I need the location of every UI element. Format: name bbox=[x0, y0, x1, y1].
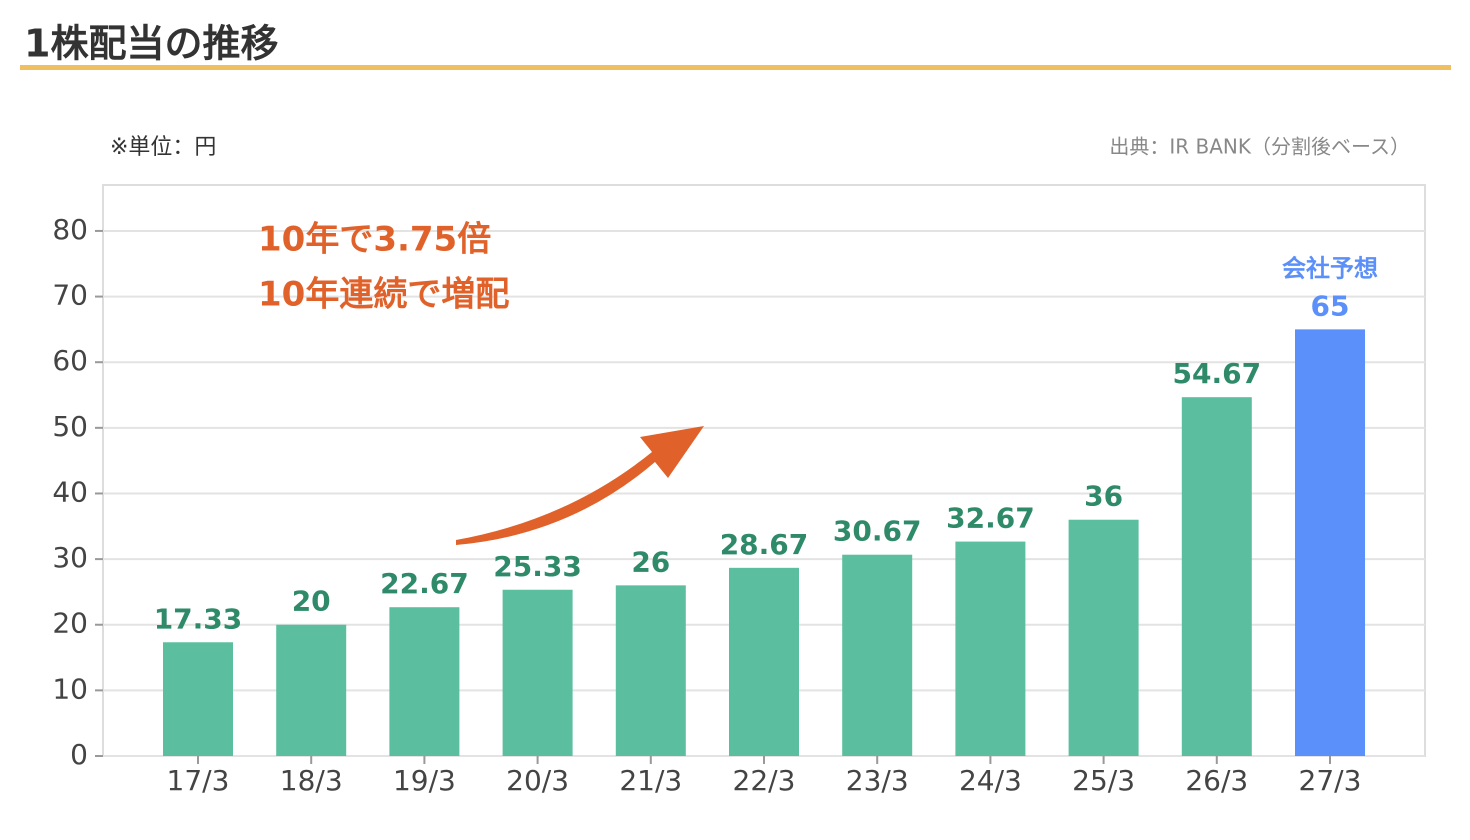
y-tick-label: 10 bbox=[52, 672, 88, 705]
value-label: 17.33 bbox=[154, 602, 243, 635]
bar bbox=[389, 607, 460, 756]
bar bbox=[163, 642, 233, 756]
annotation: 10年連続で増配 bbox=[258, 275, 509, 315]
trend-arrow bbox=[456, 426, 704, 545]
bar bbox=[729, 567, 799, 756]
value-label: 36 bbox=[1084, 480, 1123, 513]
bar bbox=[276, 624, 347, 756]
x-tick-label: 25/3 bbox=[1072, 764, 1135, 797]
y-tick-label: 70 bbox=[52, 279, 88, 312]
bar bbox=[842, 554, 913, 756]
value-label: 22.67 bbox=[380, 567, 469, 600]
annotation: 10年で3.75倍 bbox=[258, 220, 491, 260]
y-tick-label: 20 bbox=[52, 607, 88, 640]
chart-title: 1株配当の推移 bbox=[24, 22, 278, 66]
y-tick-label: 30 bbox=[52, 541, 88, 574]
bar bbox=[1181, 397, 1252, 756]
x-tick-label: 27/3 bbox=[1299, 764, 1362, 797]
x-tick-label: 23/3 bbox=[846, 764, 909, 797]
value-label: 54.67 bbox=[1173, 357, 1262, 390]
y-tick-label: 60 bbox=[52, 344, 88, 377]
y-tick-label: 50 bbox=[52, 410, 88, 443]
value-label: 65 bbox=[1311, 289, 1350, 322]
forecast-label: 会社予想 bbox=[1282, 254, 1378, 282]
x-tick-label: 17/3 bbox=[167, 764, 230, 797]
value-label: 30.67 bbox=[833, 515, 922, 548]
value-label: 26 bbox=[631, 545, 670, 578]
value-label: 25.33 bbox=[493, 550, 582, 583]
y-tick-label: 0 bbox=[70, 738, 88, 771]
value-label: 32.67 bbox=[946, 502, 1035, 535]
value-label: 20 bbox=[292, 585, 331, 618]
bar bbox=[1068, 519, 1139, 756]
source-note: 出典：IR BANK（分割後ベース） bbox=[1109, 135, 1410, 159]
x-tick-label: 19/3 bbox=[393, 764, 456, 797]
bar bbox=[615, 585, 686, 756]
x-tick-label: 21/3 bbox=[619, 764, 682, 797]
bar bbox=[955, 541, 1026, 756]
bar bbox=[502, 589, 573, 756]
x-tick-label: 24/3 bbox=[959, 764, 1022, 797]
x-tick-label: 20/3 bbox=[506, 764, 569, 797]
y-tick-label: 80 bbox=[52, 213, 88, 246]
value-label: 28.67 bbox=[720, 528, 809, 561]
title-underline bbox=[20, 65, 1451, 70]
bar bbox=[1295, 329, 1365, 756]
y-tick-label: 40 bbox=[52, 475, 88, 508]
x-tick-label: 22/3 bbox=[733, 764, 796, 797]
unit-note: ※単位：円 bbox=[110, 135, 216, 160]
x-tick-label: 26/3 bbox=[1185, 764, 1248, 797]
x-tick-label: 18/3 bbox=[280, 764, 343, 797]
